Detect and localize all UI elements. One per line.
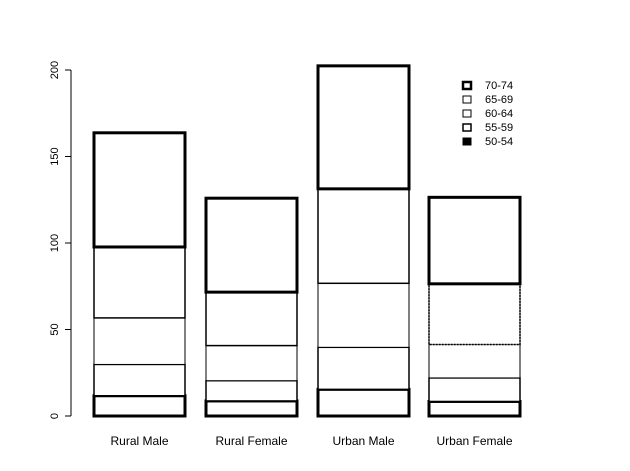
bars [92, 64, 522, 418]
legend: 70-74 65-69 60-64 55-59 50-54 [455, 74, 528, 154]
bar-segment [428, 344, 521, 379]
bar-segment [93, 317, 186, 365]
y-tick-label: 50 [49, 323, 61, 335]
legend-label: 65-69 [485, 94, 513, 106]
bar-segment [316, 387, 411, 418]
legend-label: 50-54 [485, 136, 513, 148]
x-axis-labels: Rural Male Rural Female Urban Male Urban Fe… [110, 434, 512, 448]
bar-outline [205, 197, 298, 417]
legend-label: 60-64 [485, 108, 513, 120]
bar-outline [317, 65, 410, 417]
bar-segment [205, 379, 298, 402]
bar-segment [204, 196, 299, 294]
y-axis: 0 50 100 150 200 [49, 61, 72, 419]
bar-segment [317, 282, 410, 348]
bar-segment [92, 394, 187, 418]
bar-segment [427, 399, 522, 418]
y-tick-label: 200 [49, 61, 61, 79]
bar-segment [428, 377, 521, 403]
x-category-label: Urban Female [436, 434, 512, 448]
bar-outline [93, 132, 186, 417]
y-tick-label: 0 [49, 413, 61, 419]
legend-swatch [462, 95, 472, 104]
bar-segment [317, 188, 410, 285]
x-category-label: Rural Male [110, 434, 168, 448]
legend-swatch [461, 80, 473, 91]
bar-outline [428, 196, 521, 417]
bar-segment [205, 291, 298, 347]
legend-swatch [462, 123, 472, 132]
bar-segment [317, 346, 410, 391]
bar-segment [204, 399, 299, 418]
x-category-label: Rural Female [215, 434, 287, 448]
legend-swatch [462, 137, 472, 146]
legend-label: 70-74 [485, 80, 513, 92]
y-tick-label: 150 [49, 147, 61, 165]
x-category-label: Urban Male [332, 434, 394, 448]
legend-swatch [462, 109, 472, 118]
y-tick-label: 100 [49, 234, 61, 252]
bar-segment [428, 283, 521, 346]
bar-segment [316, 64, 411, 191]
bar-segment [93, 246, 186, 319]
bar-segment [92, 131, 187, 249]
bar-segment [93, 363, 186, 397]
legend-label: 55-59 [485, 122, 513, 134]
bar-segment [427, 195, 522, 286]
bar-segment [205, 345, 298, 382]
